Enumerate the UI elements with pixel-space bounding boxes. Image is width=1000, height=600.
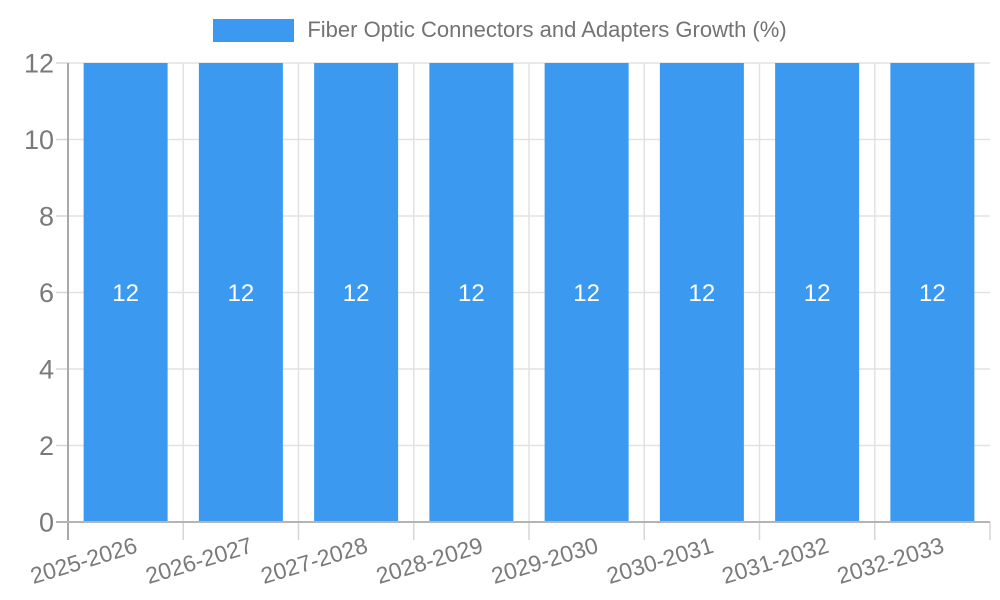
y-tick-label: 0: [39, 507, 54, 537]
y-tick-label: 8: [39, 201, 54, 231]
x-tick-label: 2031-2032: [719, 532, 832, 589]
legend-item[interactable]: Fiber Optic Connectors and Adapters Grow…: [213, 17, 787, 43]
chart-legend: Fiber Optic Connectors and Adapters Grow…: [0, 17, 1000, 43]
bar-value-label: 12: [458, 280, 485, 307]
x-tick-label: 2027-2028: [258, 532, 371, 589]
bar-value-label: 12: [228, 280, 255, 307]
x-tick-label: 2030-2031: [604, 532, 717, 589]
bar-value-label: 12: [804, 280, 831, 307]
bar: [429, 63, 514, 522]
x-tick-label: 2029-2030: [488, 532, 601, 589]
y-tick-label: 2: [39, 431, 54, 461]
bar: [314, 63, 399, 522]
bar: [83, 63, 168, 522]
bar: [198, 63, 283, 522]
bar: [659, 63, 744, 522]
x-tick-label: 2032-2033: [834, 532, 947, 589]
y-tick-label: 6: [39, 278, 54, 308]
bar-value-label: 12: [343, 280, 370, 307]
bar-value-label: 12: [573, 280, 600, 307]
x-tick-label: 2028-2029: [373, 532, 486, 589]
bar: [775, 63, 860, 522]
bar: [544, 63, 629, 522]
bar-value-label: 12: [112, 280, 139, 307]
y-tick-label: 10: [24, 125, 54, 155]
legend-label: Fiber Optic Connectors and Adapters Grow…: [307, 17, 787, 42]
y-tick-label: 4: [39, 354, 54, 384]
bar-value-label: 12: [689, 280, 716, 307]
y-tick-label: 12: [24, 48, 54, 78]
bar-value-label: 12: [919, 280, 946, 307]
legend-swatch: [213, 18, 295, 42]
bar: [890, 63, 975, 522]
x-tick-label: 2025-2026: [27, 532, 140, 589]
x-tick-label: 2026-2027: [143, 532, 256, 589]
